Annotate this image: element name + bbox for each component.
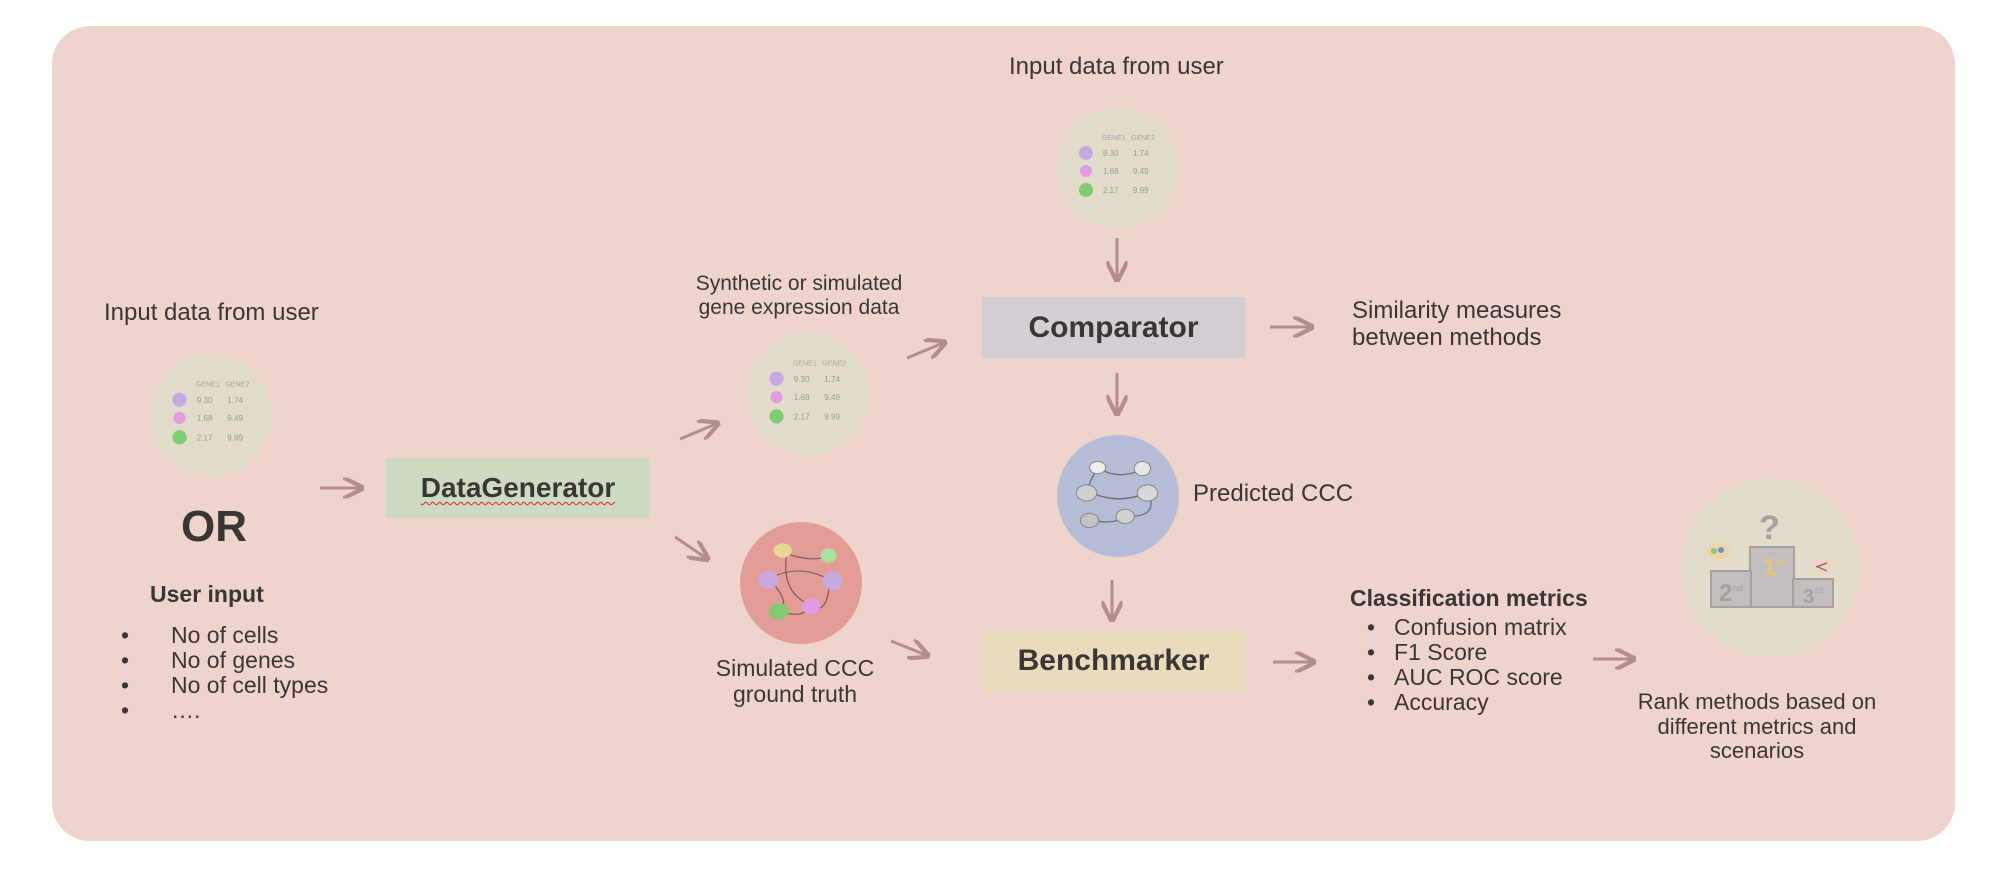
podium-icon: ? 1 st 2 nd 3 rd [1681,479,1859,657]
list-item: No of cells [121,622,328,649]
svg-text:st: st [1777,557,1785,567]
input-data-icon-left: GENE1 GENE2 9.30 1.74 1.68 9.49 2.17 9.9… [150,354,272,476]
classification-metrics-title: Classification metrics [1350,585,1588,611]
svg-text:1.74: 1.74 [227,396,243,405]
svg-text:GENE2: GENE2 [1131,135,1155,142]
comparator-box: Comparator [982,297,1245,358]
synthetic-data-label: Synthetic or simulated gene expression d… [695,272,903,319]
predicted-ccc-icon [1057,435,1179,557]
svg-text:9.49: 9.49 [1133,167,1149,176]
rank-methods-label: Rank methods based on different metrics … [1637,689,1877,764]
svg-text:1.68: 1.68 [197,414,213,423]
first-place-label: 1 [1763,554,1776,581]
benchmarker-box: Benchmarker [982,630,1245,692]
svg-text:rd: rd [1815,585,1823,595]
svg-text:GENE1: GENE1 [793,360,817,368]
list-item: Accuracy [1364,689,1567,716]
input-data-icon-top: GENE1 GENE2 9.30 1.74 1.68 9.49 2.17 9.9… [1057,108,1177,228]
list-item: No of genes [121,647,328,674]
input-data-left-title: Input data from user [104,299,319,326]
svg-text:nd: nd [1733,583,1743,593]
arrow-generator-to-synthetic [679,424,716,441]
svg-text:9.99: 9.99 [227,433,243,442]
list-item: …. [121,697,328,724]
or-label: OR [181,502,247,551]
user-input-list: No of cells No of genes No of cell types… [121,622,328,724]
table-header-2: GENE2 [225,381,249,389]
second-place-label: 2 [1719,580,1732,607]
svg-text:1.74: 1.74 [824,375,840,384]
svg-text:9.49: 9.49 [824,393,840,402]
table-header-1: GENE1 [196,381,220,389]
svg-text:1.74: 1.74 [1133,149,1149,158]
classification-metrics-list: Confusion matrix F1 Score AUC ROC score … [1364,614,1567,716]
input-data-top-title: Input data from user [1009,53,1224,80]
list-item: AUC ROC score [1364,664,1567,691]
svg-text:9.30: 9.30 [197,396,213,405]
svg-text:9.99: 9.99 [1133,186,1149,195]
svg-text:1.68: 1.68 [1103,167,1119,176]
svg-text:9.30: 9.30 [1103,149,1119,158]
gene-data-table-icon: GENE1 GENE2 9.30 1.74 1.68 9.49 2.17 9.9… [747,333,869,455]
data-generator-box: DataGenerator [386,458,650,518]
arrow-synthetic-to-comparator [906,343,943,360]
comparator-label: Comparator [1028,310,1199,344]
gene-data-table-icon: GENE1 GENE2 9.30 1.74 1.68 9.49 2.17 9.9… [1057,108,1177,228]
cell-network-icon [1057,435,1179,557]
cell-network-icon [740,522,862,644]
svg-text:GENE2: GENE2 [822,360,846,368]
data-generator-label: DataGenerator [420,472,616,503]
ground-truth-icon [740,522,862,644]
svg-text:2.17: 2.17 [1103,186,1119,195]
ranking-podium-icon: ? 1 st 2 nd 3 rd [1681,479,1859,657]
svg-text:2.17: 2.17 [794,412,810,421]
question-mark-icon: ? [1759,509,1780,547]
list-item: Confusion matrix [1364,614,1567,641]
simulated-ccc-label: Simulated CCC ground truth [715,655,875,707]
gene-data-table-icon: GENE1 GENE2 9.30 1.74 1.68 9.49 2.17 9.9… [150,354,272,476]
svg-text:2.17: 2.17 [197,433,213,442]
third-place-label: 3 [1803,586,1814,608]
benchmarker-label: Benchmarker [1017,644,1210,677]
diagram-panel [52,26,1955,841]
svg-text:9.30: 9.30 [794,375,810,384]
arrow-generator-to-groundtruth [674,535,706,558]
svg-text:9.49: 9.49 [227,414,243,423]
svg-text:GENE1: GENE1 [1102,135,1126,142]
user-input-title: User input [150,581,264,607]
list-item: F1 Score [1364,639,1567,666]
svg-text:1.68: 1.68 [794,393,810,402]
similarity-measures-label: Similarity measures between methods [1352,297,1562,351]
predicted-ccc-label: Predicted CCC [1193,480,1354,507]
arrow-groundtruth-to-benchmarker [890,641,926,655]
svg-text:9.99: 9.99 [824,412,840,421]
list-item: No of cell types [121,672,328,699]
synthetic-data-icon: GENE1 GENE2 9.30 1.74 1.68 9.49 2.17 9.9… [747,333,869,455]
